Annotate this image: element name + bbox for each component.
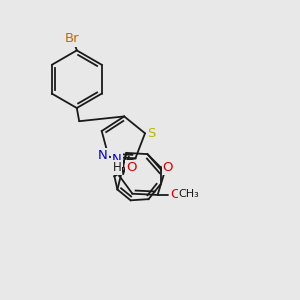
Text: O: O (163, 161, 173, 174)
Text: N: N (112, 153, 122, 166)
Text: Br: Br (65, 32, 79, 46)
Text: O: O (170, 188, 180, 201)
Text: S: S (147, 127, 155, 140)
Text: CH₃: CH₃ (178, 189, 199, 199)
Text: O: O (126, 161, 136, 174)
Text: N: N (98, 149, 107, 162)
Text: H: H (112, 161, 121, 174)
